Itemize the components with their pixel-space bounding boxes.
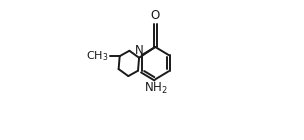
Text: NH$_2$: NH$_2$	[144, 81, 168, 96]
Text: O: O	[151, 9, 160, 22]
Text: N: N	[135, 44, 144, 57]
Text: CH$_3$: CH$_3$	[86, 49, 109, 63]
